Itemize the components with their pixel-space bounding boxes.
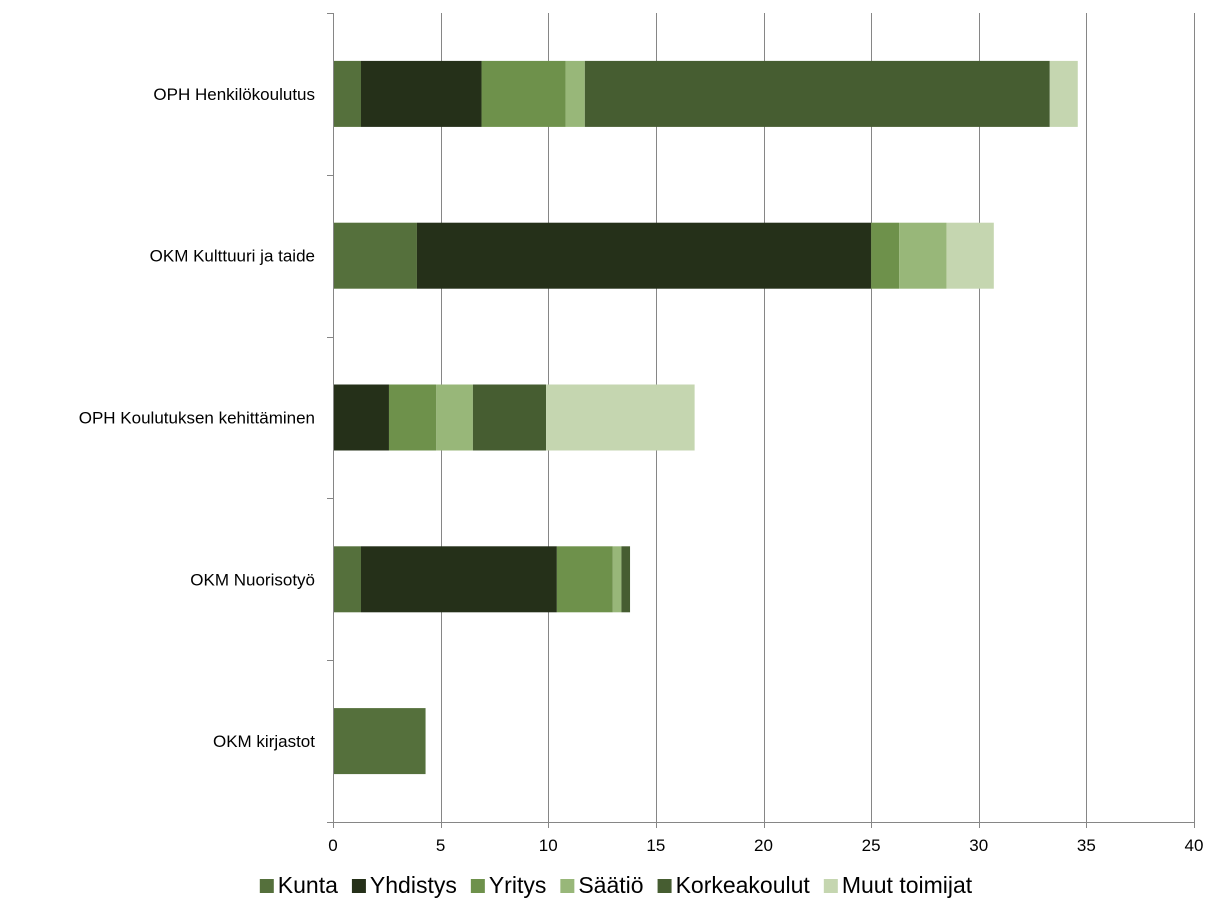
x-axis-tick-labels: 0 5 10 15 20 25 30 35 40 — [328, 836, 1203, 855]
category-label: OKM Nuorisotyö — [190, 570, 315, 589]
category-label: OPH Henkilökoulutus — [153, 85, 315, 104]
x-tick-label: 35 — [1077, 836, 1096, 855]
legend-item: Muut toimijat — [823, 872, 973, 898]
bar-korkeakoulut-3 — [472, 384, 547, 451]
bar-korkeakoulut-4 — [621, 546, 631, 613]
bar-yhdistys-2 — [416, 222, 872, 289]
y-axis-category-labels: OPH Henkilökoulutus OKM Kulttuuri ja taid… — [79, 85, 316, 751]
legend-label: Muut toimijat — [842, 872, 973, 898]
category-label: OKM kirjastot — [213, 732, 315, 751]
legend-swatch — [560, 879, 575, 893]
category-label: OPH Koulutuksen kehittäminen — [79, 409, 315, 428]
bar-yritys-3 — [388, 384, 437, 451]
legend-label: Korkeakoulut — [676, 872, 811, 898]
legend-item: Yritys — [470, 872, 547, 898]
legend-label: Kunta — [278, 872, 338, 898]
bar-yhdistys-4 — [360, 546, 557, 613]
x-tick-label: 10 — [539, 836, 558, 855]
x-tick-label: 20 — [754, 836, 773, 855]
legend-item: Korkeakoulut — [657, 872, 811, 898]
legend-swatch — [259, 879, 274, 893]
x-tick-label: 30 — [969, 836, 988, 855]
bar-korkeakoulut-1 — [584, 60, 1050, 127]
bar-kunta-2 — [333, 222, 417, 289]
x-tick-label: 40 — [1185, 836, 1204, 855]
axes — [327, 13, 1195, 828]
legend-label: Yritys — [489, 872, 547, 898]
legend-item: Kunta — [259, 872, 338, 898]
bar-muut-toimijat-1 — [1049, 60, 1078, 127]
bars — [333, 60, 1078, 775]
bar-yritys-1 — [481, 60, 566, 127]
bar-yhdistys-3 — [333, 384, 389, 451]
x-tick-label: 15 — [646, 836, 665, 855]
bar-s-ti--3 — [436, 384, 473, 451]
legend-swatch — [657, 879, 672, 893]
legend-label: Säätiö — [578, 872, 643, 898]
legend-item: Yhdistys — [351, 872, 457, 898]
bar-s-ti--2 — [899, 222, 947, 289]
bar-kunta-1 — [333, 60, 361, 127]
category-label: OKM Kulttuuri ja taide — [150, 247, 315, 266]
bar-muut-toimijat-2 — [946, 222, 994, 289]
bar-muut-toimijat-3 — [546, 384, 695, 451]
legend-swatch — [823, 879, 838, 893]
legend: Kunta Yhdistys Yritys Säätiö Korkeakoulut Muu… — [259, 872, 973, 898]
bar-kunta-5 — [333, 708, 426, 775]
x-tick-label: 0 — [328, 836, 337, 855]
bar-yritys-2 — [871, 222, 900, 289]
x-tick-label: 25 — [862, 836, 881, 855]
bar-kunta-4 — [333, 546, 361, 613]
legend-swatch — [470, 879, 485, 893]
bar-s-ti--4 — [612, 546, 622, 613]
legend-label: Yhdistys — [370, 872, 457, 898]
x-tick-label: 5 — [436, 836, 445, 855]
bar-yritys-4 — [556, 546, 613, 613]
legend-item: Säätiö — [560, 872, 644, 898]
bar-s-ti--1 — [565, 60, 585, 127]
bar-yhdistys-1 — [360, 60, 482, 127]
legend-swatch — [351, 879, 366, 893]
